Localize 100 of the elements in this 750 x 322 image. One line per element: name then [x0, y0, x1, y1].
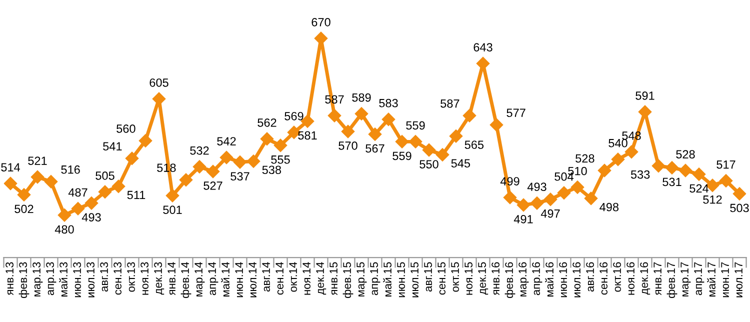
point: [84, 196, 98, 210]
data-label: 559: [406, 121, 425, 130]
x-tick-label: мар.16: [518, 262, 529, 296]
data-label: 521: [28, 156, 47, 165]
data-label: 505: [96, 172, 114, 180]
point: [192, 160, 206, 174]
data-label: 511: [127, 190, 146, 200]
data-label: 562: [258, 118, 276, 127]
x-tick-label: май.15: [383, 262, 392, 296]
data-label: 532: [190, 146, 209, 155]
data-label: 533: [630, 170, 650, 179]
point: [490, 118, 504, 132]
data-label: 498: [600, 202, 619, 212]
data-label: 545: [451, 159, 470, 168]
data-label: 565: [464, 140, 484, 149]
point: [665, 161, 679, 174]
point: [17, 188, 31, 202]
data-label: 517: [716, 160, 736, 169]
point: [516, 198, 530, 212]
point: [692, 168, 706, 181]
point: [436, 148, 450, 162]
point: [341, 124, 355, 138]
x-tick-label: май.17: [707, 262, 716, 296]
point: [678, 164, 692, 178]
data-label: 503: [730, 204, 749, 212]
point: [166, 189, 180, 202]
data-label: 569: [284, 112, 304, 120]
x-tick-label: авг.15: [424, 262, 432, 292]
data-label: 670: [312, 18, 330, 26]
x-tick-label: апр.13: [46, 262, 56, 296]
x-tick-label: дек.13: [154, 262, 164, 295]
data-label: 577: [506, 108, 526, 118]
data-label: 567: [366, 144, 384, 153]
x-tick-label: июл.14: [248, 262, 256, 298]
x-tick-label: фев.14: [180, 262, 192, 298]
data-label: 560: [116, 124, 136, 133]
x-tick-label: фев.13: [18, 262, 30, 298]
x-tick-label: ноя.13: [140, 262, 148, 295]
x-tick-label: авг.13: [100, 262, 108, 292]
point: [530, 196, 544, 210]
data-label: 555: [271, 156, 290, 164]
point: [58, 208, 72, 222]
point: [328, 109, 342, 122]
x-tick-label: сен.15: [438, 262, 446, 295]
data-label: 581: [298, 131, 317, 140]
data-label: 531: [662, 178, 682, 186]
x-tick-label: май.16: [545, 262, 554, 296]
point: [314, 32, 328, 45]
x-tick-label: май.14: [221, 262, 230, 296]
point: [382, 112, 396, 126]
x-tick-label: июн.17: [721, 262, 729, 298]
point: [220, 150, 234, 164]
data-label: 559: [392, 152, 412, 160]
point: [98, 185, 112, 199]
point: [246, 154, 260, 168]
point: [652, 159, 666, 172]
data-label: 528: [576, 154, 594, 163]
point: [354, 107, 368, 120]
x-tick-label: янв.14: [168, 262, 176, 296]
x-tick-label: янв.13: [6, 262, 14, 296]
point: [732, 187, 746, 200]
x-tick-label: фев.16: [504, 262, 516, 298]
x-tick-label: авг.16: [586, 262, 594, 292]
data-label: 502: [14, 204, 34, 214]
x-tick-label: окт.13: [127, 262, 135, 292]
point: [638, 105, 652, 118]
point: [503, 190, 517, 204]
point: [719, 174, 733, 188]
x-tick-label: сен.14: [276, 262, 284, 295]
point: [30, 170, 44, 184]
point: [179, 173, 193, 186]
point: [125, 152, 139, 166]
x-tick-label: июн.13: [73, 262, 81, 298]
x-tick-label: дек.15: [478, 262, 488, 295]
x-tick-label: янв.15: [330, 262, 338, 296]
point: [584, 192, 598, 206]
data-label: 493: [82, 213, 101, 222]
x-tick-label: авг.14: [262, 262, 270, 292]
data-label: 570: [338, 141, 358, 150]
point: [570, 180, 584, 194]
x-tick-label: дек.14: [316, 262, 326, 295]
x-tick-label: окт.14: [289, 262, 297, 292]
x-tick-label: фев.17: [666, 262, 678, 298]
data-label: 550: [420, 160, 438, 168]
data-label: 541: [103, 142, 122, 151]
data-label: 537: [230, 172, 250, 181]
x-tick-label: янв.17: [654, 262, 662, 296]
x-tick-label: дек.16: [640, 262, 650, 295]
x-tick-label: июл.15: [410, 262, 418, 298]
x-tick-label: ноя.15: [464, 262, 472, 295]
x-tick-label: апр.17: [694, 262, 704, 296]
point: [598, 164, 612, 178]
data-label: 514: [1, 163, 20, 172]
x-tick-label: мар.17: [680, 262, 691, 296]
x-tick-label: май.13: [59, 262, 68, 296]
data-label: 605: [150, 78, 168, 87]
point: [557, 186, 571, 200]
x-tick-label: июл.13: [86, 262, 94, 298]
x-tick-label: ноя.14: [302, 262, 310, 295]
point: [44, 175, 58, 188]
